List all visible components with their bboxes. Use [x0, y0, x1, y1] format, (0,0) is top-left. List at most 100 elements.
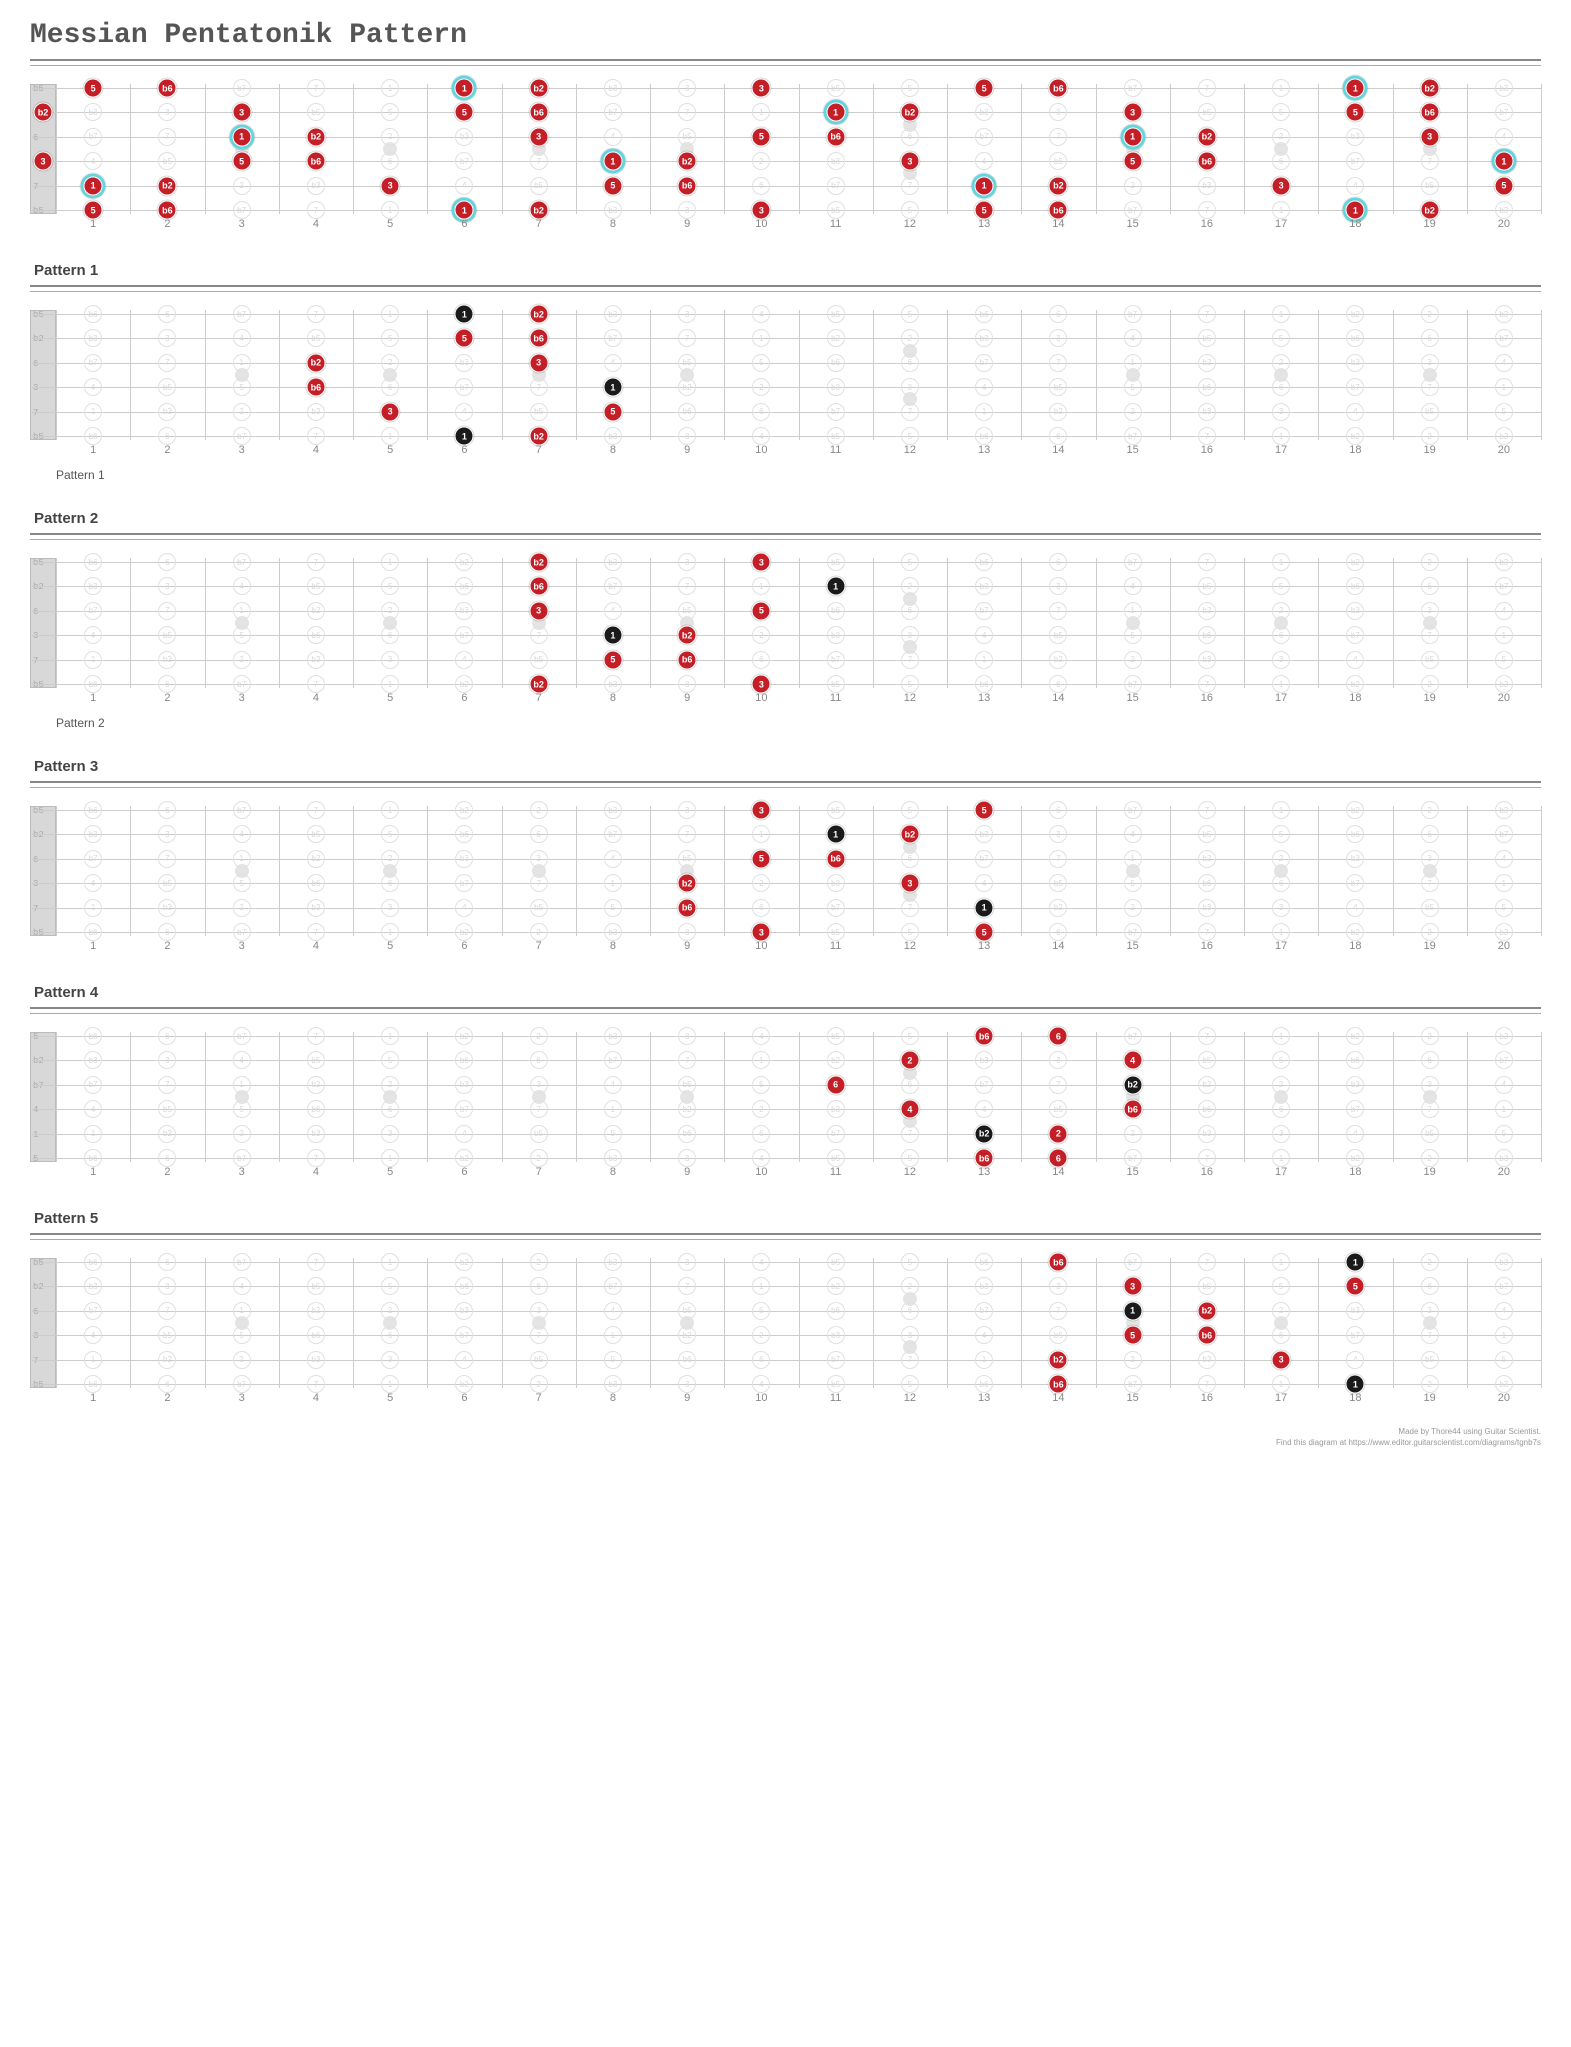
note-dot: 3: [1272, 176, 1291, 195]
note-dot: b6: [975, 1027, 994, 1046]
note-dot: 3: [752, 801, 771, 820]
note-dot: b2: [1049, 1350, 1068, 1369]
note-dot: b6: [529, 103, 548, 122]
note-dot: 5: [975, 801, 994, 820]
note-dot: 4: [1123, 1051, 1142, 1070]
note-dot: 5: [752, 849, 771, 868]
note-dot: 1: [1346, 79, 1365, 98]
note-dot: 5: [1123, 152, 1142, 171]
note-dot: b2: [34, 103, 53, 122]
note-dot: 1: [975, 898, 994, 917]
pattern-title: Pattern 1: [34, 262, 1541, 279]
note-dot: 3: [752, 79, 771, 98]
note-dot: b6: [1049, 1253, 1068, 1272]
note-dot: 5: [603, 176, 622, 195]
fretboard-diagram: 5b2b7415b66b771b22b334b55b771b22b3b334b5…: [30, 1032, 1541, 1162]
note-dot: b2: [1123, 1075, 1142, 1094]
pattern-title: Pattern 2: [34, 510, 1541, 527]
note-dot: b2: [529, 553, 548, 572]
note-dot: b6: [1197, 1326, 1216, 1345]
note-dot: b6: [306, 152, 325, 171]
note-dot: 3: [529, 127, 548, 146]
note-dot: 3: [1123, 1277, 1142, 1296]
note-dot: b6: [826, 127, 845, 146]
note-dot: b2: [1049, 176, 1068, 195]
pattern-title: Pattern 4: [34, 984, 1541, 1001]
pattern-title: Pattern 3: [34, 758, 1541, 775]
note-dot: b2: [158, 176, 177, 195]
note-dot: b2: [529, 79, 548, 98]
note-dot: 1: [603, 626, 622, 645]
note-dot: 3: [529, 601, 548, 620]
note-dot: 1: [826, 825, 845, 844]
note-dot: b6: [1123, 1100, 1142, 1119]
note-dot: 1: [1346, 1253, 1365, 1272]
note-dot: b2: [529, 305, 548, 324]
divider: [30, 59, 1541, 61]
pattern-caption: Pattern 1: [56, 468, 1541, 482]
note-dot: b6: [1049, 79, 1068, 98]
note-dot: b6: [826, 849, 845, 868]
note-dot: 5: [603, 650, 622, 669]
note-dot: b6: [158, 79, 177, 98]
pattern-caption: Pattern 2: [56, 716, 1541, 730]
note-dot: 6: [1049, 1027, 1068, 1046]
note-dot: 6: [826, 1075, 845, 1094]
note-dot: 1: [455, 305, 474, 324]
note-dot: 1: [603, 152, 622, 171]
note-dot: b6: [529, 577, 548, 596]
note-dot: 1: [1123, 127, 1142, 146]
page-title: Messian Pentatonik Pattern: [30, 20, 1541, 51]
note-dot: 3: [900, 152, 919, 171]
note-dot: 1: [1494, 152, 1513, 171]
note-dot: 1: [975, 176, 994, 195]
note-dot: 1: [1123, 1301, 1142, 1320]
note-dot: 3: [381, 176, 400, 195]
fretboard-diagram: b5b2637b5b66b771b2b33b55b66b771b22b3b334…: [30, 558, 1541, 688]
note-dot: b2: [900, 103, 919, 122]
note-dot: 5: [232, 152, 251, 171]
note-dot: 5: [752, 127, 771, 146]
note-dot: b6: [678, 176, 697, 195]
note-dot: 5: [455, 103, 474, 122]
note-dot: 1: [232, 127, 251, 146]
note-dot: b2: [306, 353, 325, 372]
note-dot: 1: [455, 79, 474, 98]
fretboard-diagram: b5b2637b5b66b771b22b334b55b6b7712b3b334b…: [30, 1258, 1541, 1388]
pattern-title: Pattern 5: [34, 1210, 1541, 1227]
note-dot: 5: [603, 402, 622, 421]
note-dot: 3: [529, 353, 548, 372]
fretboard-diagram: b5b2637b5b66b771b334b55b66b771b22b3b334b…: [30, 310, 1541, 440]
note-dot: 3: [1272, 1350, 1291, 1369]
fretboard-diagram: b5b2637b5b66b771b22b33b556b771b22b3b334b…: [30, 806, 1541, 936]
note-dot: b6: [529, 329, 548, 348]
note-dot: b6: [678, 898, 697, 917]
note-dot: 3: [752, 553, 771, 572]
note-dot: b2: [1197, 127, 1216, 146]
note-dot: b6: [1420, 103, 1439, 122]
note-dot: 1: [826, 577, 845, 596]
note-dot: 3: [1420, 127, 1439, 146]
note-dot: b6: [678, 650, 697, 669]
note-dot: b2: [678, 152, 697, 171]
note-dot: b2: [306, 127, 325, 146]
note-dot: b2: [1420, 79, 1439, 98]
note-dot: 5: [975, 79, 994, 98]
note-dot: 3: [232, 103, 251, 122]
note-dot: 5: [84, 79, 103, 98]
note-dot: 1: [603, 378, 622, 397]
note-dot: 1: [826, 103, 845, 122]
note-dot: 4: [900, 1100, 919, 1119]
footer: Made by Thore44 using Guitar Scientist. …: [30, 1426, 1541, 1448]
divider: [30, 65, 1541, 66]
note-dot: b6: [1197, 152, 1216, 171]
fretboard-diagram: b5b2637b5b771b33b55b771b3b33b55b771b33b5…: [30, 84, 1541, 214]
note-dot: 3: [1123, 103, 1142, 122]
note-dot: 5: [1346, 1277, 1365, 1296]
note-dot: 5: [1494, 176, 1513, 195]
diagrams-container: b5b2637b5b771b33b55b771b3b33b55b771b33b5…: [30, 84, 1541, 1408]
note-dot: 2: [1049, 1124, 1068, 1143]
note-dot: 5: [752, 601, 771, 620]
note-dot: b2: [975, 1124, 994, 1143]
note-dot: b6: [306, 378, 325, 397]
